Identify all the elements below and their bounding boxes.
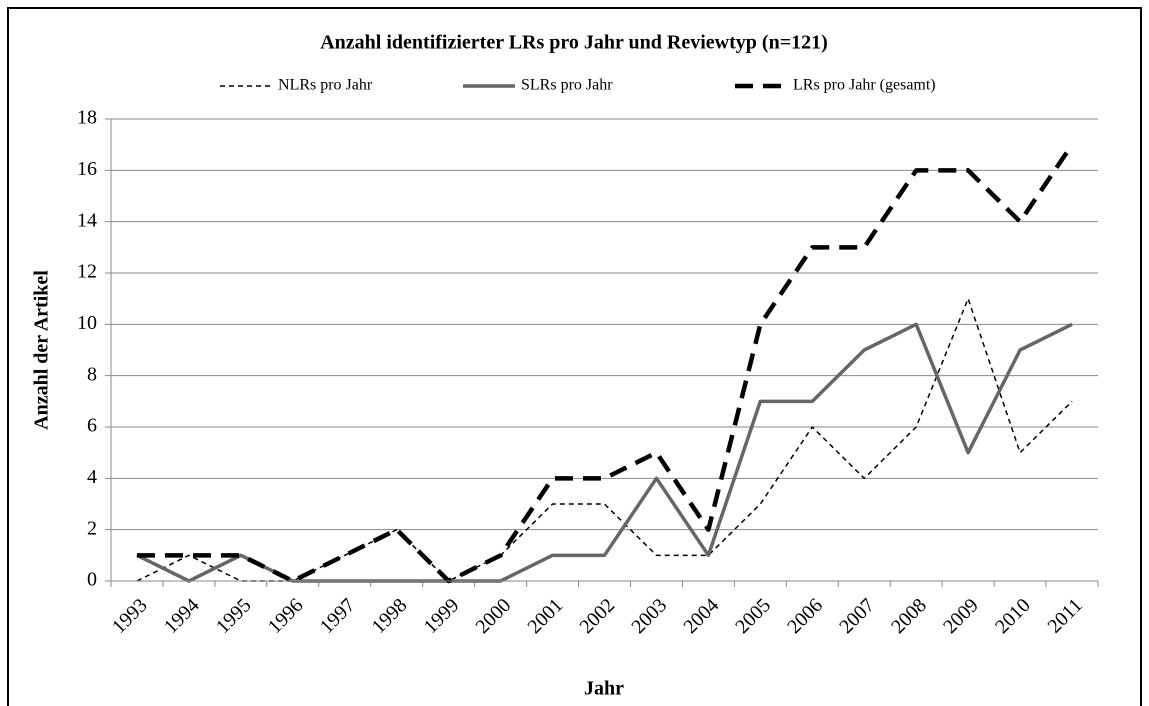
x-tick-label: 2008	[887, 594, 931, 638]
y-tick-label: 8	[87, 363, 97, 385]
series-line	[136, 322, 1073, 583]
x-tick-label: 1995	[212, 594, 256, 638]
x-tick-label: 1994	[160, 594, 204, 638]
y-axis-label: Anzahl der Artikel	[31, 270, 53, 430]
y-tick-label: 18	[77, 107, 97, 129]
x-tick-label: 2010	[991, 594, 1035, 638]
y-tick-label: 6	[87, 415, 97, 437]
x-tick-label: 2011	[1043, 594, 1086, 637]
y-tick-label: 14	[77, 209, 97, 231]
x-tick-label: 2001	[523, 594, 567, 638]
x-axis-label: Jahr	[584, 678, 624, 700]
legend-label: NLRs pro Jahr	[278, 77, 373, 94]
x-tick-label: 1993	[108, 594, 152, 638]
legend-label: SLRs pro Jahr	[521, 77, 613, 94]
y-tick-label: 0	[87, 569, 97, 591]
x-tick-label: 2003	[627, 594, 671, 638]
x-tick-label: 2004	[679, 594, 723, 638]
x-tick-label: 2005	[731, 594, 775, 638]
x-tick-label: 2002	[575, 594, 619, 638]
chart-frame	[7, 7, 1142, 706]
x-tick-label: 1999	[420, 594, 464, 638]
x-tick-label: 1997	[316, 594, 360, 638]
series-line	[136, 143, 1074, 584]
x-tick-label: 1998	[368, 594, 412, 638]
x-tick-label: 2009	[939, 594, 983, 638]
series-line	[136, 297, 1073, 582]
x-tick-label: 1996	[264, 594, 308, 638]
x-tick-label: 2007	[835, 594, 879, 638]
y-tick-label: 2	[87, 517, 97, 539]
chart-title: Anzahl identifizierter LRs pro Jahr und …	[320, 32, 828, 54]
y-tick-label: 10	[77, 312, 97, 334]
y-tick-label: 12	[77, 261, 97, 283]
x-tick-label: 2006	[783, 594, 827, 638]
legend-label: LRs pro Jahr (gesamt)	[793, 77, 936, 94]
y-tick-label: 16	[77, 158, 97, 180]
y-tick-label: 4	[87, 466, 97, 488]
x-tick-label: 2000	[472, 594, 516, 638]
